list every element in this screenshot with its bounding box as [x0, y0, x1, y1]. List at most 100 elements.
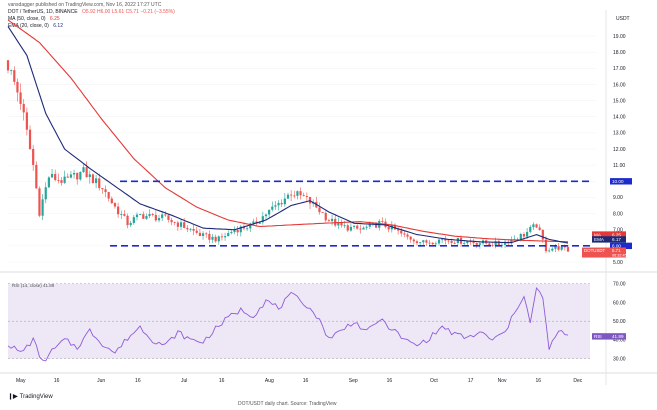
candle-body [223, 236, 227, 238]
candle-body [151, 214, 154, 216]
candle-body [195, 230, 198, 233]
time-axis[interactable]: May 16 Jun 16 Jul 16 Aug 16 Sep 16 Oct 17 Nov 16 Dec [16, 378, 583, 384]
candle-body [25, 112, 28, 130]
candle-body [72, 172, 76, 175]
price-tick-label: 11.00 [613, 163, 625, 169]
ma-legend-label: MA (50, close, 0) [8, 16, 46, 22]
candle-body [286, 194, 290, 199]
candle-body [60, 180, 63, 183]
candle-body [164, 214, 167, 216]
ma-tag: MA 6.25 [592, 231, 626, 238]
rsi-tick-label: 60.00 [613, 300, 626, 306]
ema-tag-value: 6.17 [612, 237, 621, 242]
price-tag-bg [582, 247, 626, 258]
candle-body [472, 241, 475, 244]
candle-body [566, 247, 570, 252]
candle-body [183, 222, 186, 228]
rsi-axis[interactable]: 30.00 40.00 50.00 60.00 70.00 RSI (14, close)… [12, 282, 626, 363]
rsi-band [8, 283, 590, 359]
candle-body [167, 215, 170, 220]
ma-legend[interactable]: MA (50, close, 0) 6.25 [8, 16, 63, 22]
candle-body [346, 225, 349, 231]
candle-body [227, 232, 230, 237]
candle-body [431, 242, 434, 244]
candle-body [538, 227, 541, 230]
candle-body [91, 174, 95, 184]
tv-logo-icon: ❙▶ [8, 394, 18, 400]
ma50-line [7, 19, 569, 243]
candle-body [299, 191, 302, 196]
candle-body [110, 198, 113, 204]
tradingview-logo[interactable]: ❙▶ TradingView [8, 393, 53, 400]
rsi-tick-label: 40.00 [613, 338, 626, 344]
candle-body [519, 234, 522, 240]
candle-body [101, 188, 104, 190]
price-tick-label: 8.00 [613, 211, 623, 217]
rsi-line [7, 286, 569, 362]
candle-body [120, 214, 123, 215]
candle-body [82, 167, 85, 172]
candle-body [211, 236, 214, 240]
candle-body [239, 226, 242, 233]
rsi-tag: RSI 41.89 [592, 333, 626, 340]
candle-body [447, 240, 450, 242]
candle-body [54, 173, 57, 180]
candle-body [186, 227, 189, 230]
candle-body [208, 233, 211, 240]
candle-body [359, 228, 362, 230]
candle-body [85, 167, 88, 178]
price-tick-label: 12.00 [613, 147, 626, 153]
candle-body [526, 231, 529, 237]
candle-body [145, 216, 148, 219]
candle-body [217, 236, 220, 242]
candle-body [400, 230, 403, 234]
candle-body [126, 215, 129, 226]
candle-body [173, 222, 176, 224]
candle-body [50, 173, 54, 178]
candle-body [387, 226, 390, 230]
candle-body [142, 214, 145, 219]
candle-body [135, 214, 139, 218]
level-tag: 6.00 [610, 242, 632, 250]
ma-tag-value: 6.25 [612, 232, 621, 237]
candle-body [551, 248, 554, 251]
time-tick-label: Aug [265, 378, 274, 384]
candle-body [349, 226, 353, 231]
candle-body [170, 219, 173, 223]
price-axis[interactable]: 5.00 6.00 7.00 8.00 9.00 10.00 11.00 12.00 13.00… [0, 10, 657, 385]
candle-body [403, 233, 406, 235]
candle-body [107, 192, 110, 199]
candle-body [154, 215, 157, 221]
candles-group [6, 59, 570, 254]
candle-body [192, 228, 195, 231]
candle-body [522, 234, 526, 237]
candle-body [242, 226, 246, 229]
candle-body [274, 205, 277, 207]
candle-body [117, 206, 120, 215]
ema-legend[interactable]: EMA (20, close, 0) 6.12 [8, 23, 66, 29]
price-tick-label: 15.00 [613, 98, 626, 104]
time-tick-label: May [16, 378, 26, 384]
rsi-tick-label: 70.00 [613, 282, 626, 288]
candle-body [437, 239, 441, 244]
candle-body [41, 199, 44, 216]
candle-body [337, 221, 340, 226]
candle-body [261, 216, 264, 223]
candle-body [428, 242, 431, 244]
ohlc-values: O5.92 H6.00 L5.61 C5.71 −0.21 (−3.55%) [81, 9, 175, 15]
rsi-header: RSI (14, close) 41.89 [12, 283, 55, 288]
candle-body [365, 226, 368, 228]
time-tick-label: Nov [498, 378, 507, 384]
price-tick-label: 18.00 [613, 50, 626, 56]
candle-body [516, 239, 519, 240]
candle-body [38, 188, 41, 216]
candle-body [554, 246, 557, 249]
candle-body [293, 195, 296, 197]
candle-body [28, 129, 32, 149]
candle-body [503, 241, 507, 245]
time-tick-label: 16 [387, 378, 393, 384]
candle-body [532, 224, 535, 228]
candle-body [249, 223, 252, 229]
